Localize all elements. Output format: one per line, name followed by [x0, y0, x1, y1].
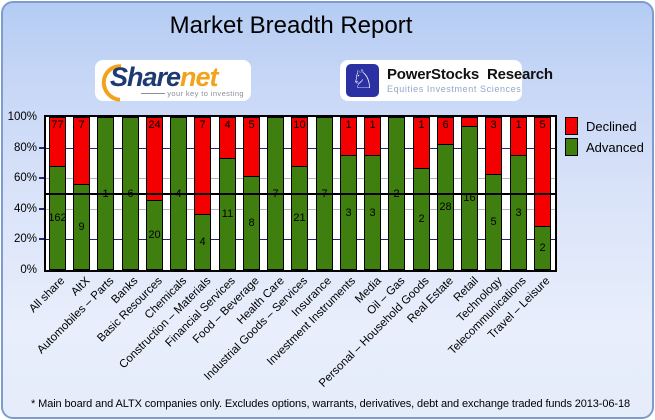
- bar-declined-value: 10: [293, 119, 306, 131]
- bar-advanced-value: 3: [345, 207, 352, 219]
- bar-advanced-value: 3: [515, 207, 522, 219]
- bar-advanced-value: 2: [393, 188, 400, 200]
- powerstocks-logo: ♘ PowerStocks Research Equities Investme…: [340, 60, 553, 101]
- bar-advanced-value: 162: [48, 212, 67, 224]
- knight-chess-icon: ♘: [346, 64, 379, 97]
- bar-declined-segment: [486, 118, 501, 175]
- legend-swatch: [565, 138, 578, 156]
- bar-advanced-value: 2: [539, 242, 546, 254]
- footer: * Main board and ALTX companies only. Ex…: [31, 398, 630, 410]
- legend-item-advanced: Advanced: [565, 138, 644, 156]
- bar-declined-segment: [438, 118, 453, 145]
- bar-advanced-value: 2: [418, 213, 425, 225]
- bar-declined-segment: [220, 118, 235, 159]
- bar-declined-segment: [365, 118, 380, 156]
- y-axis-tick-80: [39, 147, 44, 149]
- sharenet-wordmark-share: Share: [110, 62, 181, 92]
- bar-declined-value: 6: [442, 119, 449, 131]
- bar-declined-segment: [147, 118, 162, 201]
- bar-declined-segment: [462, 118, 477, 127]
- powerstocks-tagline: Equities Investment Sciences: [387, 84, 522, 94]
- bar-declined-value: 1: [418, 119, 425, 131]
- footer-note: * Main board and ALTX companies only. Ex…: [31, 398, 572, 410]
- bar-declined-value: 3: [490, 119, 497, 131]
- bar-advanced-value: 16: [463, 192, 476, 204]
- bar-declined-value: 1: [345, 119, 352, 131]
- bar-declined-segment: [292, 118, 307, 167]
- sharenet-wordmark-net: net: [180, 62, 218, 92]
- bar-declined-segment: [511, 118, 526, 156]
- bar-advanced-value: 9: [78, 221, 85, 233]
- bar-declined-value: 77: [51, 119, 64, 131]
- legend-label: Declined: [586, 118, 637, 134]
- bar-declined-value: 7: [199, 119, 206, 131]
- legend-item-declined: Declined: [565, 117, 644, 135]
- sharenet-tagline: your key to investing: [167, 89, 244, 98]
- y-axis-label-0: 0%: [20, 264, 37, 276]
- bar-declined-segment: [195, 118, 210, 215]
- bar-declined-value: 1: [515, 119, 522, 131]
- bar-advanced-value: 7: [272, 188, 279, 200]
- bar-declined-value: 4: [224, 119, 231, 131]
- y-axis-label-40: 40%: [13, 203, 37, 215]
- bar-declined-segment: [244, 118, 259, 177]
- page-title: Market Breadth Report: [169, 12, 413, 39]
- x-axis-label: All share: [27, 275, 68, 316]
- bar-advanced-value: 21: [293, 212, 306, 224]
- bar-declined-value: 24: [148, 119, 161, 131]
- bar-declined-segment: [535, 118, 550, 227]
- bar-advanced-value: 6: [127, 188, 134, 200]
- chart-legend: Declined Advanced: [565, 117, 644, 159]
- legend-label: Advanced: [586, 139, 644, 155]
- bar-advanced-value: 20: [148, 229, 161, 241]
- chart-plot-area: 77 162 7 9 1 6 24 20 4 7 4 4 11 5 8 7 10 21 7 1 3 1 3 2 1 2 6 28 16 3…: [44, 115, 557, 272]
- bar-declined-segment: [414, 118, 429, 169]
- reference-line-50pct: [46, 193, 555, 195]
- bar-declined-value: 7: [78, 119, 85, 131]
- sharenet-logo: Sharenet your key to investing: [94, 56, 251, 110]
- footer-date: 2013-06-18: [574, 398, 630, 410]
- sharenet-wordmark: Sharenet: [110, 62, 219, 93]
- bar-declined-segment: [341, 118, 356, 156]
- y-axis-label-100: 100%: [7, 111, 37, 123]
- bar-advanced-value: 4: [175, 188, 182, 200]
- bar-declined-value: 1: [369, 119, 376, 131]
- bar-advanced-value: 3: [369, 207, 376, 219]
- bar-declined-value: 5: [248, 119, 255, 131]
- bar-advanced-value: 4: [199, 236, 206, 248]
- y-axis-tick-40: [39, 208, 44, 210]
- sharenet-tagline-rule: [141, 93, 165, 94]
- bar-declined-segment: [50, 118, 65, 167]
- y-axis-label-80: 80%: [13, 142, 37, 154]
- bar-declined-value: 5: [539, 119, 546, 131]
- bar-advanced-value: 11: [221, 208, 234, 220]
- powerstocks-name: PowerStocks Research: [387, 66, 553, 83]
- bar-advanced-value: 7: [321, 188, 328, 200]
- bar-advanced-value: 28: [439, 201, 452, 213]
- bar-advanced-value: 1: [102, 188, 109, 200]
- y-axis-label-60: 60%: [13, 172, 37, 184]
- y-axis-label-20: 20%: [13, 233, 37, 245]
- bar-advanced-value: 5: [490, 216, 497, 228]
- y-axis-tick-20: [39, 238, 44, 240]
- bar-declined-segment: [74, 118, 89, 185]
- y-axis-tick-60: [39, 177, 44, 179]
- legend-swatch: [565, 117, 578, 135]
- bar-advanced-value: 8: [248, 217, 255, 229]
